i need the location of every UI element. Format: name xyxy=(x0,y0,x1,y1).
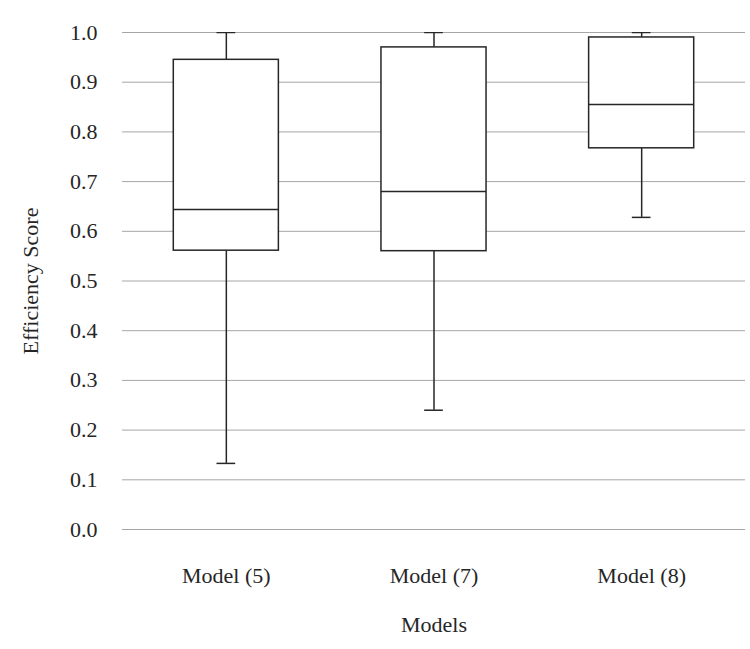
svg-text:0.2: 0.2 xyxy=(70,417,98,442)
svg-text:1.0: 1.0 xyxy=(70,20,98,45)
svg-text:Model (5): Model (5) xyxy=(182,563,271,588)
svg-text:0.9: 0.9 xyxy=(70,69,98,94)
svg-text:0.4: 0.4 xyxy=(70,318,98,343)
svg-text:0.3: 0.3 xyxy=(70,367,98,392)
svg-text:0.1: 0.1 xyxy=(70,467,98,492)
svg-text:0.8: 0.8 xyxy=(70,119,98,144)
svg-text:Models: Models xyxy=(401,612,467,637)
svg-text:Model (8): Model (8) xyxy=(597,563,686,588)
svg-text:0.5: 0.5 xyxy=(70,268,98,293)
svg-text:Efficiency Score: Efficiency Score xyxy=(18,208,43,355)
svg-text:0.0: 0.0 xyxy=(70,517,98,542)
svg-text:Model (7): Model (7) xyxy=(390,563,479,588)
svg-text:0.7: 0.7 xyxy=(70,169,98,194)
svg-text:0.6: 0.6 xyxy=(70,218,98,243)
